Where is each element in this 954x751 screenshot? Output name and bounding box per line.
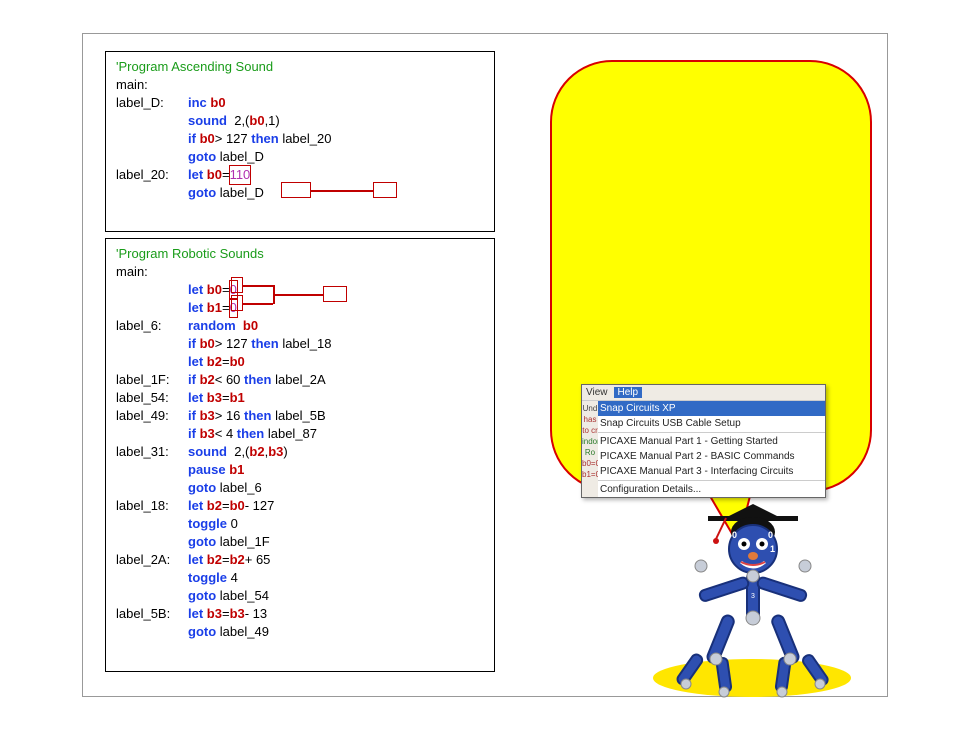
svg-text:2: 2 xyxy=(722,573,726,580)
code2-body: main:let b0=0let b1=0label_6:random b0if… xyxy=(116,263,484,641)
code-line: toggle 0 xyxy=(116,515,484,533)
code-line: goto label_1F xyxy=(116,533,484,551)
callout-box-2a xyxy=(231,277,243,293)
code-line: goto label_54 xyxy=(116,587,484,605)
svg-text:2: 2 xyxy=(780,573,784,580)
svg-text:0: 0 xyxy=(768,530,773,540)
callout-line-1 xyxy=(311,190,373,192)
code-line: label_49:if b3> 16 then label_5B xyxy=(116,407,484,425)
code-line: label_D:inc b0 xyxy=(116,94,484,112)
menu-bar: View Help xyxy=(582,385,825,401)
code-line: label_6:random b0 xyxy=(116,317,484,335)
svg-text:2: 2 xyxy=(732,637,736,644)
code-line: sound 2,(b0,1) xyxy=(116,112,484,130)
code-line: if b3< 4 then label_87 xyxy=(116,425,484,443)
menu-view[interactable]: View xyxy=(586,387,608,398)
code-line: goto label_49 xyxy=(116,623,484,641)
code-line: let b0=0 xyxy=(116,281,484,299)
help-menu: View Help Und has to cr indom Ro b0=0 b1… xyxy=(581,384,826,498)
svg-text:0: 0 xyxy=(732,530,737,540)
code-line: let b2=b0 xyxy=(116,353,484,371)
menu-item[interactable]: PICAXE Manual Part 2 - BASIC Commands xyxy=(582,449,825,464)
code1-title: 'Program Ascending Sound xyxy=(116,58,484,76)
menu-help[interactable]: Help xyxy=(614,387,643,398)
code-line: main: xyxy=(116,263,484,281)
code-line: label_1F:if b2< 60 then label_2A xyxy=(116,371,484,389)
callout-box-1 xyxy=(281,182,311,198)
code-line: if b0> 127 then label_18 xyxy=(116,335,484,353)
callout-box-2b xyxy=(231,295,243,311)
svg-text:2: 2 xyxy=(770,637,774,644)
callout-line-2b xyxy=(243,303,273,305)
callout-line-2a xyxy=(243,285,273,287)
robot-mascot: 0 0 1 3 xyxy=(638,494,858,704)
code-line: label_54:let b3=b1 xyxy=(116,389,484,407)
callout-line-2h xyxy=(273,294,323,296)
code-line: main: xyxy=(116,76,484,94)
code-line: let b1=0 xyxy=(116,299,484,317)
menu-item[interactable]: Snap Circuits USB Cable Setup xyxy=(582,416,825,431)
code-line: if b0> 127 then label_20 xyxy=(116,130,484,148)
menu-item[interactable]: PICAXE Manual Part 1 - Getting Started xyxy=(582,434,825,449)
code-line: label_2A:let b2=b2+ 65 xyxy=(116,551,484,569)
code-line: goto label_6 xyxy=(116,479,484,497)
svg-text:3: 3 xyxy=(751,593,755,600)
svg-text:1: 1 xyxy=(770,544,775,554)
callout-target-1 xyxy=(373,182,397,198)
code-line: label_31:sound 2,(b2,b3) xyxy=(116,443,484,461)
menu-item[interactable]: PICAXE Manual Part 3 - Interfacing Circu… xyxy=(582,464,825,479)
menu-item-highlight[interactable]: Snap Circuits XP xyxy=(582,401,825,416)
code-line: label_18:let b2=b0- 127 xyxy=(116,497,484,515)
code-line: toggle 4 xyxy=(116,569,484,587)
code-line: label_5B:let b3=b3- 13 xyxy=(116,605,484,623)
page-frame: 'Program Ascending Sound main:label_D:in… xyxy=(82,33,888,697)
code-block-robotic: 'Program Robotic Sounds main:let b0=0let… xyxy=(105,238,495,672)
code-block-ascending: 'Program Ascending Sound main:label_D:in… xyxy=(105,51,495,232)
menu-side-snippet: Und has to cr indom Ro b0=0 b1=0 xyxy=(582,401,598,497)
code-line: goto label_D xyxy=(116,148,484,166)
callout-target-2 xyxy=(323,286,347,302)
code2-title: 'Program Robotic Sounds xyxy=(116,245,484,263)
code-line: pause b1 xyxy=(116,461,484,479)
